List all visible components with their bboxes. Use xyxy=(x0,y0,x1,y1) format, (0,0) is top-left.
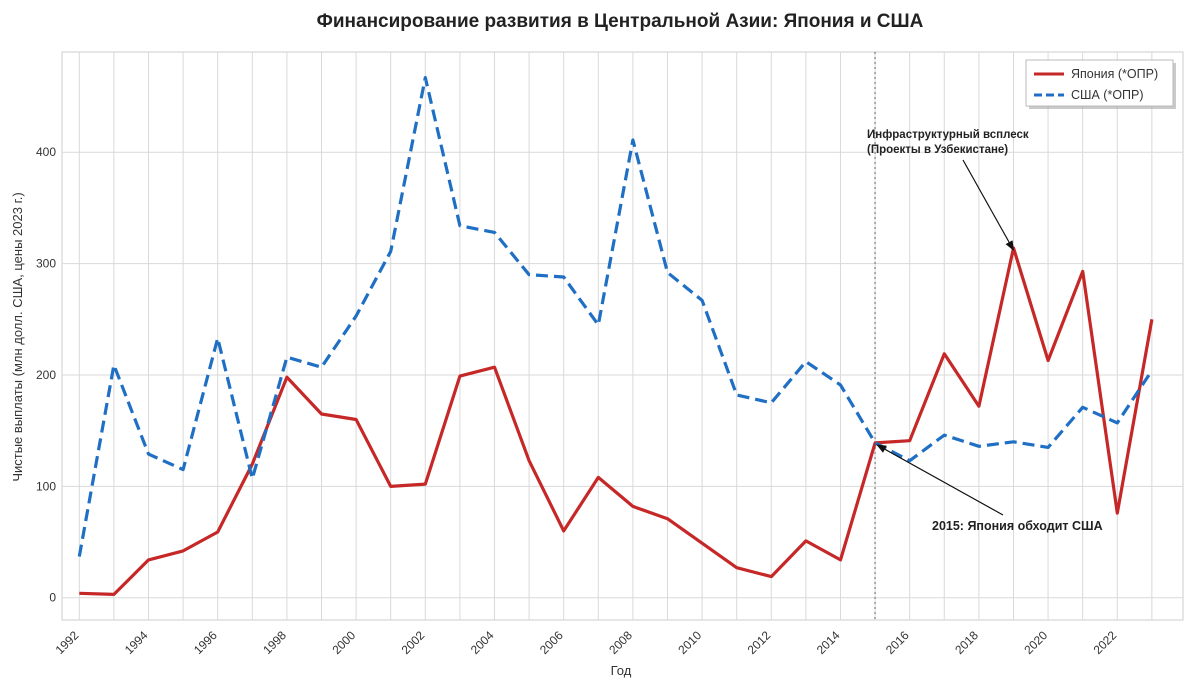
annotation-2015-crossover: 2015: Япония обходит США xyxy=(932,519,1103,533)
x-tick-label: 1994 xyxy=(122,628,151,657)
y-tick-label: 200 xyxy=(36,368,56,382)
x-tick-label: 2006 xyxy=(537,628,566,657)
plot-area: Инфраструктурный всплеск (Проекты в Узбек… xyxy=(61,51,1184,621)
x-tick-label: 2008 xyxy=(606,628,635,657)
plot-frame xyxy=(61,51,1184,621)
annotation-arrow-2015 xyxy=(876,444,1004,516)
x-tick-label: 2010 xyxy=(675,628,704,657)
x-axis-label: Год xyxy=(611,663,632,678)
annotation-line: Инфраструктурный всплеск xyxy=(867,129,1029,141)
x-tick-label: 2020 xyxy=(1021,628,1050,657)
x-tick-label: 2002 xyxy=(399,628,428,657)
x-tick-label: 2014 xyxy=(814,628,843,657)
annotation-layer: Инфраструктурный всплеск (Проекты в Узбек… xyxy=(867,129,1103,533)
series-line-usa xyxy=(77,75,1154,557)
x-tick-label: 2018 xyxy=(952,628,981,657)
series-line-japan xyxy=(79,246,1154,597)
y-tick-label: 300 xyxy=(36,257,56,271)
x-tick-label: 2012 xyxy=(745,628,774,657)
y-axis-ticks: 0 100 200 300 400 xyxy=(36,145,56,604)
chart-title: Финансирование развития в Центральной Аз… xyxy=(317,11,924,32)
x-tick-label: 2022 xyxy=(1091,628,1120,657)
x-tick-label: 1996 xyxy=(191,628,220,657)
series-layer xyxy=(77,75,1154,597)
y-tick-label: 0 xyxy=(49,591,56,605)
annotation-arrow-infrastructure xyxy=(962,159,1014,251)
legend-label: Япония (*ОПР) xyxy=(1071,67,1158,81)
legend-label: США (*ОПР) xyxy=(1071,88,1144,102)
x-tick-label: 2000 xyxy=(329,628,358,657)
x-tick-label: 1998 xyxy=(260,628,289,657)
y-axis-label: Чистые выплаты (млн долл. США, цены 2023… xyxy=(10,192,25,481)
y-tick-label: 100 xyxy=(36,479,56,493)
x-tick-label: 2004 xyxy=(468,628,497,657)
x-axis-ticks: 1992 1994 1996 1998 2000 2002 2004 2006 2008 2010… xyxy=(53,628,1120,657)
grid xyxy=(62,52,1183,620)
x-tick-label: 1992 xyxy=(53,628,82,657)
x-tick-label: 2016 xyxy=(883,628,912,657)
legend-box xyxy=(1025,59,1174,107)
legend: Япония (*ОПР) США (*ОПР) xyxy=(1025,59,1176,109)
annotation-infrastructure: Инфраструктурный всплеск (Проекты в Узбек… xyxy=(867,129,1029,156)
annotation-line: (Проекты в Узбекистане) xyxy=(867,144,1008,156)
y-tick-label: 400 xyxy=(36,145,56,159)
